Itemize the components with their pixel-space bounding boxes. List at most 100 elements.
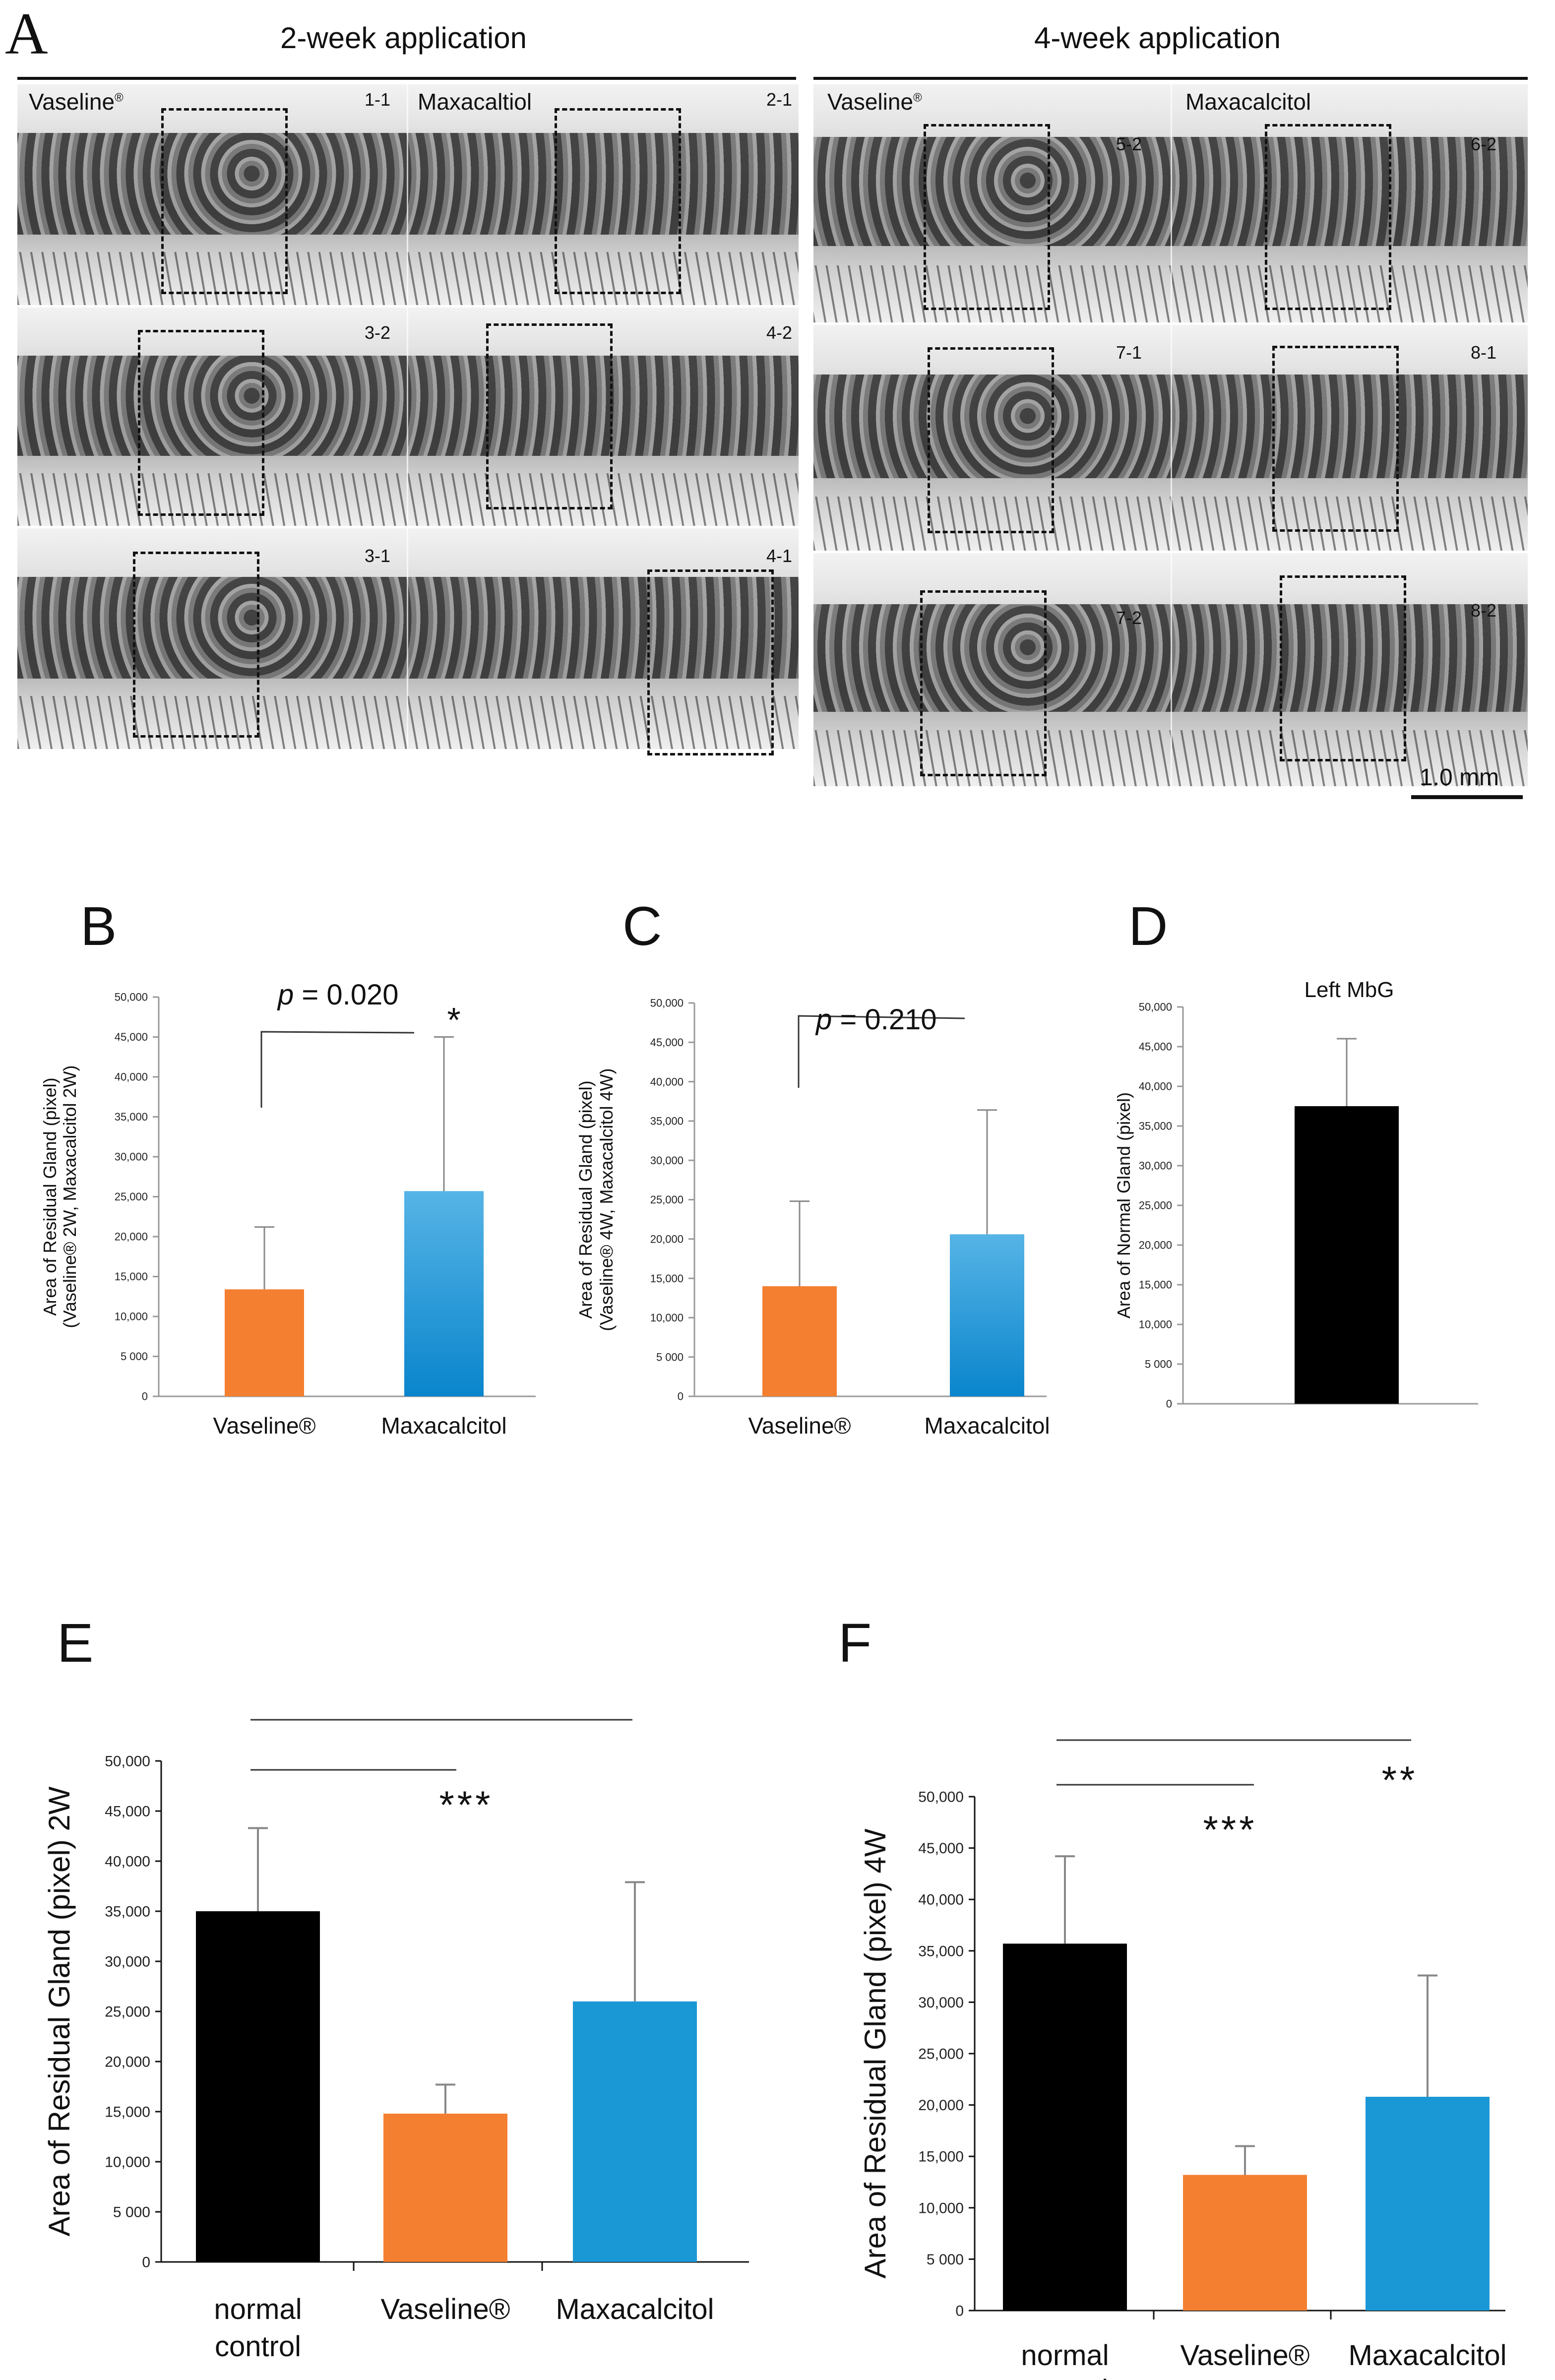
y-tick-label: 5 000 (656, 1351, 684, 1363)
panel-letter-b: B (80, 896, 117, 957)
x-category-label: control (215, 2330, 301, 2363)
y-tick-label: 15,000 (918, 2149, 964, 2165)
bar-normal-control (1003, 1943, 1127, 2311)
roi-box (920, 590, 1047, 776)
x-category-label: Maxacalcitol (556, 2293, 714, 2325)
y-tick-label: 25,000 (650, 1193, 684, 1206)
chart-f: F 0 5 000 10,000 15,000 20,000 25,000 30,000 35,… (838, 1613, 1507, 2380)
registered-mark: ® (115, 91, 124, 105)
image-number: 3-2 (365, 322, 391, 343)
x-category-label: normal (1021, 2339, 1109, 2372)
roi-box (1265, 124, 1391, 310)
roi-box (647, 569, 774, 755)
label-2w-vaseline: Vaseline® (29, 89, 124, 115)
y-tick-label: 25,000 (105, 2004, 150, 2020)
label-4w-vaseline: Vaseline® (827, 89, 922, 115)
roi-box (1280, 575, 1406, 761)
y-tick-label: 15,000 (115, 1270, 148, 1283)
roi-box (133, 552, 259, 738)
y-tick-label: 50,000 (105, 1754, 150, 1770)
image-number: 4-1 (766, 546, 793, 566)
x-category-label: Maxacalcitol (381, 1413, 506, 1439)
roi-box (1272, 346, 1399, 532)
image-number: 8-1 (1471, 342, 1497, 363)
y-tick-label: 45,000 (650, 1036, 684, 1049)
x-category-label: control (1022, 2374, 1108, 2380)
y-tick-label: 35,000 (918, 1943, 964, 1959)
y-tick-label: 35,000 (115, 1111, 148, 1123)
y-tick-label: 40,000 (650, 1075, 684, 1088)
x-category-label: Maxacalcitol (1348, 2339, 1506, 2372)
bar-vaseline- (383, 2114, 507, 2262)
y-axis-label: Area of Residual Gland (pixel) (575, 1080, 596, 1318)
p-value-label: p = 0.210 (815, 1003, 937, 1036)
y-tick-label: 5 000 (121, 1350, 148, 1363)
x-category-label: Vaseline® (213, 1413, 316, 1439)
y-axis-label: Area of Residual Gland (pixel) (40, 1077, 60, 1315)
micrograph-2w-row1 (17, 84, 799, 305)
p-value: = 0.020 (294, 979, 398, 1011)
x-category-label: Maxacalcitol (924, 1413, 1050, 1439)
y-tick-label: 15,000 (105, 2104, 150, 2121)
image-number: 8-2 (1471, 600, 1497, 621)
y-tick-label: 35,000 (105, 1904, 150, 1920)
bar-group (1295, 1106, 1399, 1404)
y-tick-label: 30,000 (105, 1954, 150, 1970)
bar-vaseline- (762, 1286, 837, 1396)
micrograph-2w-row2 (17, 308, 799, 526)
header-2-week: 2-week application (280, 21, 527, 55)
roi-box (555, 108, 681, 294)
p-value: = 0.210 (832, 1003, 936, 1036)
y-tick-label: 30,000 (918, 1995, 964, 2011)
bar-vaseline- (1183, 2175, 1307, 2311)
significance-bracket (260, 1031, 415, 1108)
y-tick-label: 35,000 (1139, 1120, 1172, 1132)
y-tick-label: 25,000 (918, 2046, 964, 2063)
y-tick-label: 15,000 (650, 1272, 684, 1285)
y-tick-label: 15,000 (1139, 1279, 1172, 1291)
significance-stars: *** (1203, 1808, 1257, 1851)
y-tick-label: 40,000 (115, 1071, 148, 1083)
significance-stars: ** (1382, 1758, 1418, 1802)
y-tick-label: 0 (142, 2255, 150, 2271)
y-tick-label: 0 (678, 1390, 684, 1403)
y-tick-label: 10,000 (1139, 1318, 1172, 1331)
y-tick-label: 50,000 (1139, 1001, 1172, 1013)
y-tick-label: 45,000 (918, 1840, 964, 1857)
bar-maxacalcitol (950, 1234, 1024, 1396)
p-value-label: p = 0.020 (277, 979, 399, 1011)
bar-normal-control (196, 1911, 320, 2262)
image-number: 5-2 (1116, 134, 1142, 154)
y-tick-label: 10,000 (918, 2200, 964, 2216)
x-category-label: Vaseline® (381, 2293, 510, 2325)
y-tick-label: 30,000 (1139, 1160, 1172, 1172)
y-tick-label: 50,000 (918, 1789, 964, 1806)
bar-maxacalcitol (404, 1191, 484, 1396)
scale-bar (1411, 795, 1523, 799)
label-4w-maxacalcitol: Maxacalcitol (1185, 89, 1311, 115)
significance-stars: *** (439, 1783, 493, 1826)
roi-box (161, 108, 288, 294)
y-tick-label: 0 (142, 1390, 148, 1403)
panel-letter-f: F (838, 1613, 871, 1674)
header-4-week: 4-week application (1034, 21, 1281, 55)
image-number: 4-2 (766, 322, 793, 343)
p-symbol: p (815, 1003, 832, 1036)
x-category-label: normal (214, 2293, 302, 2325)
y-tick-label: 5 000 (927, 2252, 964, 2268)
significance-star: * (447, 1001, 460, 1039)
y-axis-label-secondary: (Vaseline® 2W, Maxacalcitol 2W) (60, 1065, 80, 1328)
header-rule-2w (17, 77, 796, 80)
y-tick-label: 45,000 (1139, 1041, 1172, 1053)
y-tick-label: 20,000 (1139, 1239, 1172, 1252)
y-tick-label: 25,000 (1139, 1199, 1172, 1212)
x-category-label: Vaseline® (1181, 2339, 1310, 2372)
roi-box (138, 330, 264, 516)
y-axis-label: Area of Normal Gland (pixel) (1114, 1092, 1134, 1318)
panel-letter-c: C (622, 896, 662, 957)
y-tick-label: 0 (1166, 1398, 1172, 1410)
chart-e: E 0 5 000 10,000 15,000 20,000 25,000 30,000 35,… (43, 1613, 749, 2363)
y-tick-label: 45,000 (105, 1804, 150, 1820)
panel-letter-a: A (5, 0, 48, 66)
